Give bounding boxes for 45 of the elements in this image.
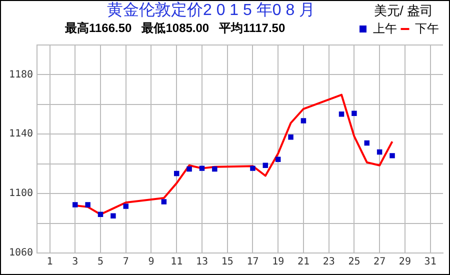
point	[199, 166, 205, 171]
point	[275, 156, 281, 162]
point	[123, 204, 128, 209]
x-tick-label: 11	[170, 256, 183, 268]
y-tick-label: 1060	[8, 248, 34, 259]
x-tick-label: 27	[374, 256, 386, 268]
point	[250, 166, 256, 171]
x-tick-label: 25	[348, 256, 360, 268]
point	[262, 162, 268, 168]
y-tick-label: 1140	[8, 128, 34, 140]
point	[161, 199, 167, 204]
point	[376, 149, 382, 155]
x-tick-label: 3	[72, 256, 78, 268]
chart-subtitle: 最高1166.50 最低1085.00 平均1117.50	[65, 20, 286, 36]
legend-label: 下午	[415, 21, 439, 36]
x-tick-label: 7	[122, 256, 129, 268]
x-tick-label: 13	[196, 256, 208, 268]
point	[352, 110, 357, 116]
x-tick-label: 29	[398, 256, 411, 268]
point	[85, 202, 90, 208]
x-tick-label: 23	[322, 256, 335, 268]
y-tick-label: 1180	[8, 69, 34, 80]
chart-title: 黄金伦敦定价2 0 1 5 年0 8 月	[106, 1, 316, 21]
x-tick-label: 21	[297, 256, 310, 268]
x-tick-label: 9	[148, 256, 154, 268]
legend-label: 上午	[373, 21, 397, 36]
y-axis-title: 美元/ 盎司	[374, 2, 433, 20]
point	[300, 118, 306, 124]
x-tick-label: 1	[46, 256, 53, 268]
y-tick-label: 1100	[8, 188, 34, 200]
point	[288, 134, 294, 140]
x-tick-label: 19	[272, 256, 284, 268]
x-tick-label: 31	[424, 256, 436, 268]
point	[186, 166, 192, 172]
x-tick-label: 15	[221, 256, 234, 268]
point	[174, 170, 180, 176]
point	[364, 140, 370, 146]
point	[338, 111, 344, 117]
point	[98, 212, 104, 217]
x-tick-label: 5	[97, 256, 104, 268]
point	[212, 166, 218, 172]
point	[72, 202, 78, 208]
point	[110, 213, 116, 218]
x-tick-label: 17	[246, 256, 259, 268]
point	[390, 153, 395, 158]
